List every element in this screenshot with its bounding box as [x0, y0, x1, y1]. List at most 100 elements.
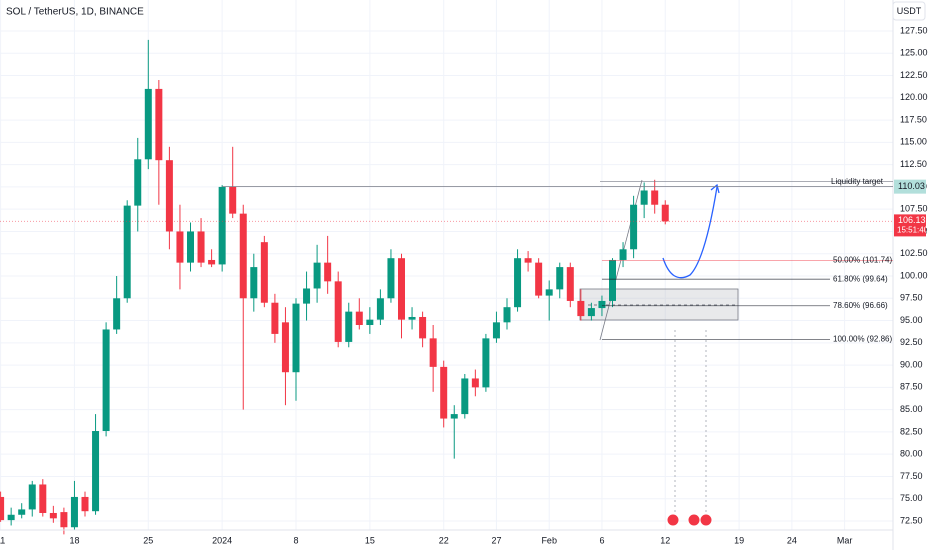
- candle-body: [260, 242, 268, 303]
- fib-label: 50.00% (101.74): [833, 256, 892, 265]
- liquidity-tag: [894, 179, 926, 194]
- y-tick-label: 117.50: [900, 114, 927, 124]
- candle-body: [239, 213, 247, 299]
- candle-body: [661, 204, 669, 222]
- candle-body: [398, 258, 405, 320]
- y-tick-label: 112.50: [900, 159, 927, 169]
- y-tick-label: 120.00: [900, 92, 928, 102]
- y-tick-label: 92.50: [900, 337, 923, 347]
- currency-label: USDT: [897, 6, 922, 16]
- x-tick-label: Mar: [837, 535, 853, 545]
- candle-body: [144, 88, 152, 160]
- candle-body: [102, 329, 110, 432]
- candle-body: [250, 267, 258, 299]
- candle-body: [535, 262, 543, 296]
- candle-body: [113, 298, 121, 330]
- candle-body: [429, 338, 437, 367]
- candle-body: [39, 484, 47, 513]
- candle-body: [123, 205, 131, 299]
- y-tick-label: 85.00: [900, 404, 923, 414]
- x-tick-label: 11: [0, 535, 5, 545]
- y-tick-label: 95.00: [900, 315, 923, 325]
- candle-body: [271, 302, 279, 334]
- candle-body: [187, 231, 194, 263]
- candle-body: [387, 258, 395, 299]
- x-tick-label: 27: [491, 535, 501, 545]
- candle-body: [609, 259, 616, 301]
- fib-label: 100.00% (92.86): [833, 335, 892, 344]
- candle-body: [165, 160, 173, 232]
- candle-body: [598, 300, 606, 309]
- candle-body: [492, 322, 500, 339]
- y-tick-label: 87.50: [900, 382, 923, 392]
- candle-body: [334, 281, 342, 342]
- arrow-head: [710, 183, 720, 194]
- y-tick-label: 107.50: [900, 204, 928, 214]
- candle-body: [440, 366, 448, 419]
- candle-body: [81, 496, 89, 512]
- y-tick-label: 72.50: [900, 515, 923, 525]
- candle-body: [577, 300, 585, 317]
- candle-body: [313, 262, 321, 289]
- candle-body: [134, 159, 142, 206]
- candle-body: [651, 190, 659, 205]
- candle-body: [345, 311, 353, 342]
- candle-body: [229, 186, 237, 214]
- countdown-label: 15:51:40: [897, 225, 929, 234]
- candle-body: [376, 298, 384, 320]
- candle-body: [208, 259, 216, 265]
- liquidity-tag-label: 110.03: [898, 181, 925, 191]
- candle-body: [49, 512, 57, 519]
- candle-body: [355, 311, 363, 326]
- candle-body: [18, 509, 26, 515]
- candle-body: [92, 431, 100, 512]
- candle-body: [281, 322, 289, 373]
- projection-arrow: [662, 186, 718, 279]
- candle-body: [303, 288, 311, 304]
- y-tick-label: 115.00: [900, 137, 927, 147]
- x-tick-label: 19: [734, 535, 744, 545]
- candle-body: [630, 204, 638, 250]
- y-tick-label: 122.50: [900, 70, 928, 80]
- candle-body: [218, 186, 226, 265]
- y-tick-label: 90.00: [900, 359, 923, 369]
- candle-body: [292, 303, 300, 373]
- liquidity-label: Liquidity target: [831, 177, 884, 186]
- y-tick-label: 82.50: [900, 426, 923, 436]
- y-tick-label: 100.00: [900, 270, 928, 280]
- candle-body: [0, 496, 5, 521]
- x-tick-label: 24: [787, 535, 797, 545]
- event-icon[interactable]: [687, 513, 701, 527]
- candle-body: [70, 496, 78, 528]
- x-tick-label: 2024: [212, 535, 232, 545]
- x-tick-label: 15: [365, 535, 375, 545]
- y-tick-label: 102.50: [900, 248, 928, 258]
- fib-label: 78.60% (96.66): [833, 301, 888, 310]
- y-tick-label: 125.00: [900, 48, 928, 58]
- candle-body: [471, 378, 479, 388]
- event-icon[interactable]: [699, 513, 713, 527]
- candle-body: [640, 190, 648, 205]
- candle-body: [7, 514, 15, 521]
- x-tick-label: Feb: [541, 535, 557, 545]
- candle-body: [324, 262, 332, 282]
- candle-body: [619, 249, 627, 260]
- plot: [0, 39, 669, 535]
- fib-label: 61.80% (99.64): [833, 274, 888, 283]
- y-tick-label: 80.00: [900, 449, 923, 459]
- candle-body: [408, 316, 416, 320]
- grid: [0, 0, 893, 530]
- x-tick-label: 12: [660, 535, 670, 545]
- candle-body: [419, 316, 427, 339]
- candle-body: [28, 484, 36, 510]
- candle-body: [556, 267, 564, 290]
- candle-body: [503, 307, 511, 323]
- candle-body: [482, 338, 490, 388]
- currency-button[interactable]: [892, 1, 926, 21]
- candle-body: [60, 512, 68, 528]
- x-tick-label: 6: [599, 535, 604, 545]
- event-icon[interactable]: [666, 513, 680, 527]
- candle-body: [545, 289, 553, 296]
